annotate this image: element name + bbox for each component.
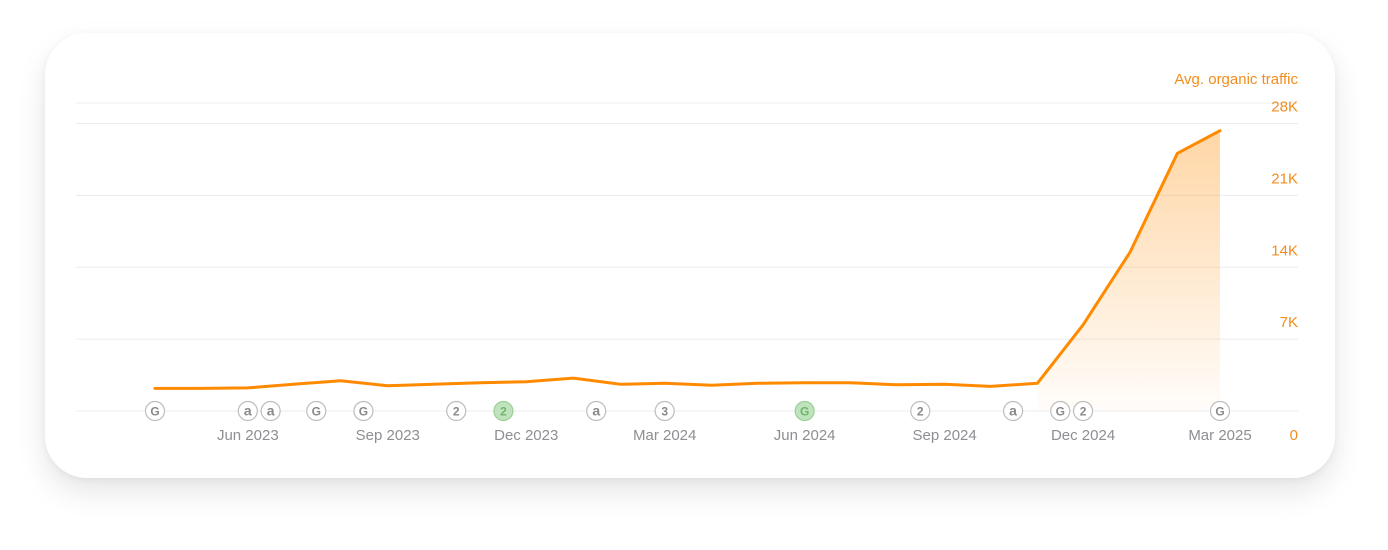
- event-marker-circle: [794, 400, 815, 422]
- event-marker-circle: [1072, 400, 1094, 422]
- data-point: [1081, 323, 1085, 327]
- amazon-icon[interactable]: a: [586, 400, 607, 422]
- count-2-icon[interactable]: 2: [493, 400, 514, 422]
- data-point: [153, 386, 157, 390]
- event-marker-circle: [260, 400, 281, 422]
- data-point: [663, 381, 667, 385]
- data-point: [710, 383, 714, 387]
- x-tick-label: Mar 2025: [1188, 427, 1251, 444]
- event-marker-circle: [910, 400, 931, 422]
- event-marker-circle: [1209, 400, 1231, 422]
- data-point: [1128, 250, 1132, 254]
- event-marker-glyph: G: [1056, 405, 1065, 419]
- x-tick-label: Sep 2023: [356, 427, 420, 444]
- count-2-icon[interactable]: 2: [1072, 400, 1094, 422]
- event-marker-glyph: G: [312, 405, 321, 419]
- area-fill: [1037, 130, 1220, 411]
- event-marker-glyph: 2: [917, 405, 924, 419]
- google-update-icon[interactable]: G: [1209, 400, 1231, 422]
- event-marker-glyph: 3: [661, 405, 668, 419]
- event-marker-circle: [446, 400, 467, 422]
- data-point: [479, 381, 483, 385]
- event-marker-circle: [1002, 400, 1024, 422]
- google-update-icon[interactable]: G: [353, 400, 374, 422]
- event-marker-circle: [1050, 400, 1071, 422]
- google-update-icon[interactable]: G: [1050, 400, 1071, 422]
- y-tick-label: 28K: [1271, 99, 1298, 116]
- data-point: [386, 384, 390, 388]
- data-point: [988, 384, 992, 388]
- data-point: [1218, 129, 1222, 133]
- data-point: [339, 379, 343, 383]
- event-marker-glyph: G: [359, 405, 368, 419]
- event-marker-glyph: a: [244, 403, 252, 419]
- y-tick-label: 21K: [1271, 170, 1298, 187]
- event-marker-circle: [654, 400, 675, 422]
- event-marker-glyph: a: [1009, 403, 1017, 419]
- data-point: [431, 382, 435, 386]
- event-marker-glyph: G: [800, 405, 809, 419]
- event-marker-circle: [493, 400, 514, 422]
- data-point: [1035, 381, 1039, 385]
- x-tick-label: Dec 2023: [494, 427, 558, 444]
- x-tick-label: Mar 2024: [633, 427, 696, 444]
- event-marker-glyph: G: [150, 405, 159, 419]
- event-marker-circle: [306, 400, 327, 422]
- event-marker-glyph: a: [592, 403, 600, 419]
- event-marker-circle: [144, 400, 166, 422]
- amazon-icon[interactable]: a: [237, 400, 258, 422]
- event-marker-circle: [586, 400, 607, 422]
- data-point: [524, 380, 528, 384]
- event-marker-glyph: 2: [453, 405, 460, 419]
- amazon-icon[interactable]: a: [1002, 400, 1024, 422]
- y-tick-label: 0: [1290, 427, 1298, 444]
- event-marker-glyph: G: [1215, 405, 1224, 419]
- event-marker-circle: [237, 400, 258, 422]
- data-point: [619, 382, 623, 386]
- event-marker-glyph: a: [267, 403, 275, 419]
- x-axis-ticks: Jun 2023 Sep 2023 Dec 2023 Mar 2024 Jun 2024…: [217, 427, 1252, 444]
- count-2-icon[interactable]: 2: [910, 400, 931, 422]
- data-point: [571, 376, 575, 380]
- data-point: [803, 381, 807, 385]
- y-axis-title: Avg. organic traffic: [1174, 71, 1298, 88]
- event-marker-circle: [353, 400, 374, 422]
- data-point: [199, 386, 203, 390]
- y-tick-label: 14K: [1271, 242, 1298, 259]
- x-tick-label: Jun 2023: [217, 427, 279, 444]
- event-marker-glyph: 2: [500, 405, 507, 419]
- event-marker-glyph: 2: [1080, 405, 1087, 419]
- google-update-icon[interactable]: G: [306, 400, 327, 422]
- x-tick-label: Dec 2024: [1051, 427, 1115, 444]
- x-tick-label: Sep 2024: [913, 427, 977, 444]
- count-2-icon[interactable]: 2: [446, 400, 467, 422]
- data-point: [895, 383, 899, 387]
- google-update-icon[interactable]: G: [144, 400, 166, 422]
- y-axis-ticks: 0 7K 14K 21K 28K: [1271, 99, 1298, 444]
- y-tick-label: 7K: [1280, 314, 1298, 331]
- series-line: [153, 129, 1222, 390]
- data-point: [755, 381, 759, 385]
- data-point: [943, 382, 947, 386]
- data-point: [848, 381, 852, 385]
- count-3-icon[interactable]: 3: [654, 400, 675, 422]
- data-point: [291, 382, 295, 386]
- amazon-icon[interactable]: a: [260, 400, 281, 422]
- data-point: [246, 386, 250, 390]
- data-point: [1175, 151, 1179, 155]
- google-update-icon[interactable]: G: [794, 400, 815, 422]
- x-tick-label: Jun 2024: [774, 427, 836, 444]
